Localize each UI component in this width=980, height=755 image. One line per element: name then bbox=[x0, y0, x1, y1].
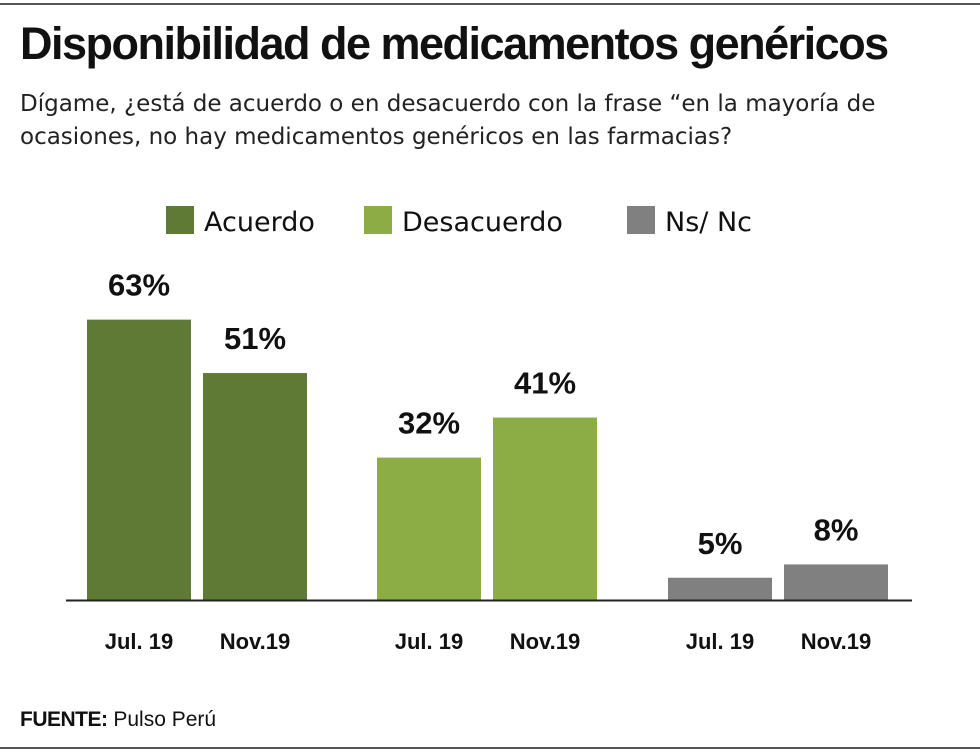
legend-label-2: Desacuerdo bbox=[402, 207, 563, 238]
value-label-3-1: 5% bbox=[698, 526, 743, 561]
category-label-1-1: Jul. 19 bbox=[105, 629, 173, 654]
category-label-2-1: Jul. 19 bbox=[395, 629, 463, 654]
source-label: FUENTE: bbox=[20, 708, 108, 731]
legend-label-1: Acuerdo bbox=[204, 207, 315, 238]
bar-2-1 bbox=[377, 457, 481, 600]
category-label-3-1: Jul. 19 bbox=[686, 629, 754, 654]
bar-3-2 bbox=[784, 564, 888, 600]
value-label-1-2: 51% bbox=[224, 321, 286, 356]
legend-swatch-2 bbox=[364, 206, 392, 234]
value-label-3-2: 8% bbox=[814, 512, 859, 547]
source-text: Pulso Perú bbox=[113, 708, 217, 731]
legend-swatch-3 bbox=[627, 206, 655, 234]
source-note: FUENTE: Pulso Perú bbox=[20, 708, 216, 732]
chart-title: Disponibilidad de medicamentos genéricos bbox=[20, 18, 889, 69]
value-label-2-2: 41% bbox=[514, 366, 576, 401]
bar-1-1 bbox=[87, 319, 191, 600]
bar-chart: Acuerdo Desacuerdo Ns/ Nc 63% Jul. 19 51% Nov.… bbox=[66, 206, 912, 654]
value-label-2-1: 32% bbox=[398, 406, 460, 441]
bottom-rule bbox=[0, 747, 980, 749]
top-rule bbox=[0, 3, 980, 5]
legend-swatch-1 bbox=[166, 206, 194, 234]
category-label-3-2: Nov.19 bbox=[801, 629, 872, 654]
bar-1-2 bbox=[203, 373, 307, 600]
bar-2-2 bbox=[493, 417, 597, 600]
legend-label-3: Ns/ Nc bbox=[665, 207, 752, 238]
chart-subtitle: Dígame, ¿está de acuerdo o en desacuerdo… bbox=[20, 91, 876, 150]
bar-3-1 bbox=[668, 577, 772, 600]
category-label-1-2: Nov.19 bbox=[220, 629, 291, 654]
category-label-2-2: Nov.19 bbox=[510, 629, 581, 654]
value-label-1-1: 63% bbox=[108, 268, 170, 303]
